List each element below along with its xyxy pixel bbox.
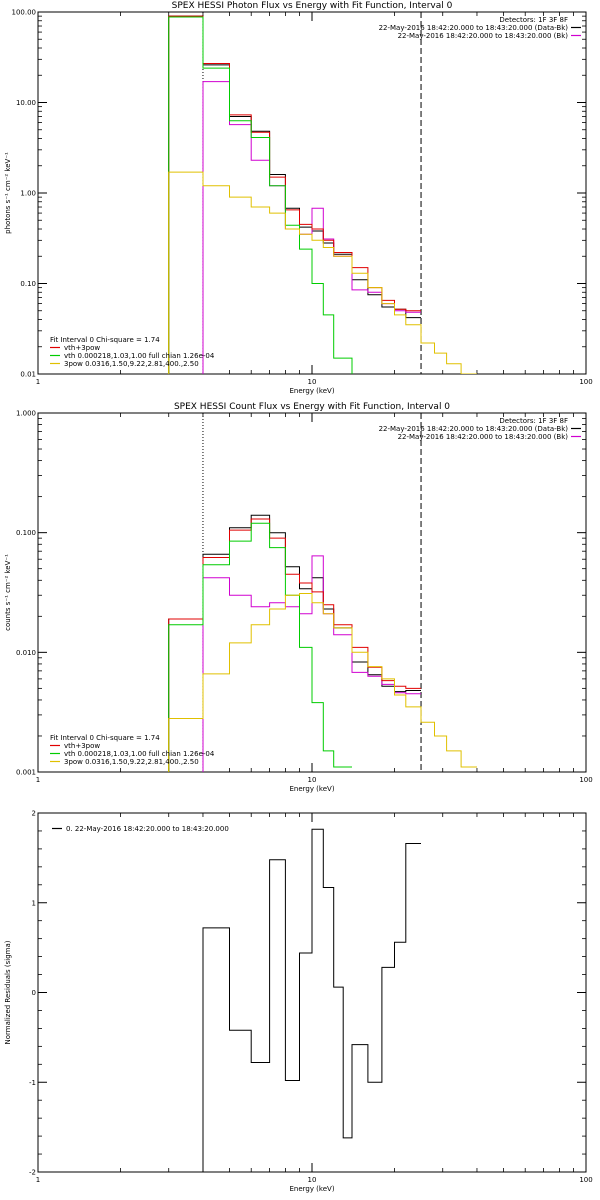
y-tick-label: 2	[32, 810, 36, 818]
series-red-line	[168, 15, 421, 374]
y-tick-label: 0.01	[20, 371, 36, 379]
x-axis-label: Energy (keV)	[289, 387, 334, 395]
x-tick-label: 10	[308, 378, 317, 386]
series-green-line	[168, 16, 353, 374]
series-yellow-line	[168, 593, 477, 772]
x-axis-label: Energy (keV)	[289, 1185, 334, 1193]
y-tick-label: 0	[32, 989, 36, 997]
x-axis-label: Energy (keV)	[289, 785, 334, 793]
legend-bottom-left-entry: vth+3pow	[64, 742, 100, 750]
y-tick-label: 100.00	[12, 9, 37, 17]
y-tick-label: 0.100	[16, 529, 36, 537]
legend-top-left-entry: 0. 22-May-2016 18:42:20.000 to 18:43:20.…	[66, 825, 229, 833]
legend-bottom-left-entry: vth+3pow	[64, 344, 100, 352]
y-tick-label: 1.00	[20, 190, 36, 198]
series-black-line	[202, 828, 421, 1172]
y-tick-label: -1	[29, 1079, 36, 1087]
chart-title: SPEX HESSI Photon Flux vs Energy with Fi…	[172, 1, 453, 11]
series-group	[168, 15, 477, 374]
x-tick-label: 100	[579, 1176, 592, 1184]
y-tick-label: 0.010	[16, 649, 36, 657]
legend-bottom-left-entry: Fit Interval 0 Chi-square = 1.74	[50, 336, 160, 344]
y-tick-label: 1.000	[16, 410, 36, 418]
series-green-line	[168, 522, 352, 772]
series-yellow-line	[168, 171, 477, 374]
x-tick-label: 10	[308, 1176, 317, 1184]
legend-top-right-entry: 22-May-2016 18:42:20.000 to 18:43:20.000…	[398, 433, 569, 441]
legend-top-right-entry: Detectors: 1F 3F 8F	[499, 16, 568, 24]
legend-bottom-left-entry: Fit Interval 0 Chi-square = 1.74	[50, 734, 160, 742]
legend-top-right-entry: 22-May-2016 18:42:20.000 to 18:43:20.000…	[379, 425, 569, 433]
chart-title: SPEX HESSI Count Flux vs Energy with Fit…	[174, 402, 450, 412]
residuals-chart: 1 10 100 Energy (keV) -2 -1 0 1 2 Normalized Resi…	[4, 810, 593, 1194]
legend-bottom-left-entry: 3pow 0.0316,1.50,9.22,2.81,400.,2.50	[64, 360, 199, 368]
x-tick-label: 1	[36, 378, 40, 386]
legend-top-right-entry: Detectors: 1F 3F 8F	[499, 417, 568, 425]
plot-frame	[37, 11, 587, 375]
y-axis-label: photons s⁻¹ cm⁻² keV⁻¹	[4, 152, 12, 234]
y-axis-label: Normalized Residuals (sigma)	[4, 940, 12, 1044]
photon-flux-chart: SPEX HESSI Photon Flux vs Energy with Fi…	[4, 1, 593, 395]
series-red-line	[168, 518, 421, 772]
series-group	[202, 828, 421, 1172]
y-tick-label: 0.10	[20, 280, 36, 288]
legend-top-right-entry: 22-May-2016 18:42:20.000 to 18:43:20.000…	[379, 24, 569, 32]
series-group	[168, 514, 477, 772]
y-axis-label: counts s⁻¹ cm⁻² keV⁻¹	[4, 554, 12, 631]
x-tick-label: 100	[579, 378, 592, 386]
legend-bottom-left-entry: vth 0.000218,1.03,1.00 full chian 1.26e-…	[64, 352, 215, 360]
x-tick-label: 1	[36, 776, 40, 784]
legend-bottom-left-entry: 3pow 0.0316,1.50,9.22,2.81,400.,2.50	[64, 758, 199, 766]
series-black-line	[168, 514, 421, 772]
x-tick-label: 10	[308, 776, 317, 784]
legend-top-right-entry: 22-May-2016 18:42:20.000 to 18:43:20.000…	[398, 32, 569, 40]
series-magenta-line	[202, 555, 421, 772]
y-tick-label: 0.001	[16, 769, 36, 777]
x-tick-label: 1	[36, 1176, 40, 1184]
legend-bottom-left-entry: vth 0.000218,1.03,1.00 full chian 1.26e-…	[64, 750, 215, 758]
series-black-line	[168, 15, 421, 374]
y-tick-label: 1	[32, 899, 36, 907]
y-tick-label: 10.00	[16, 99, 36, 107]
x-tick-label: 100	[579, 776, 592, 784]
count-flux-chart: SPEX HESSI Count Flux vs Energy with Fit…	[4, 402, 593, 793]
y-tick-label: -2	[29, 1169, 36, 1177]
